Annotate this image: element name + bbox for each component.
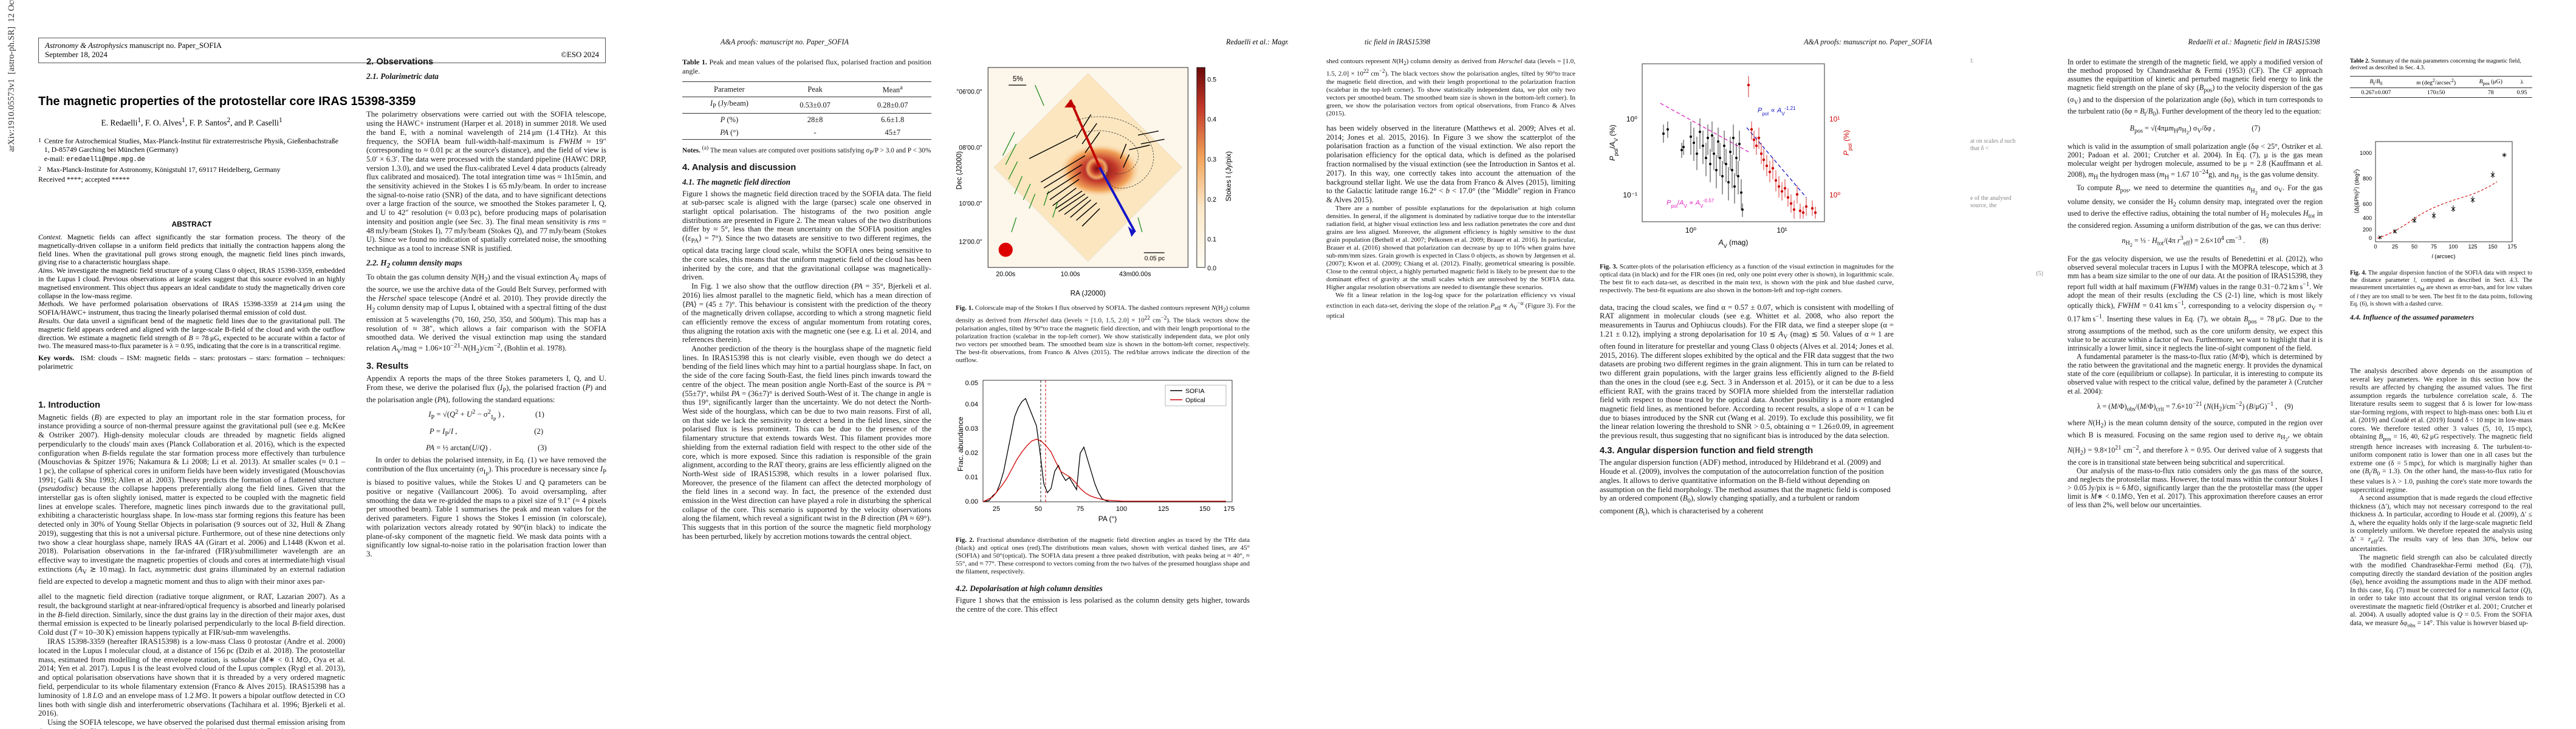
svg-text:125: 125 bbox=[1158, 505, 1169, 513]
svg-text:75: 75 bbox=[1077, 505, 1084, 513]
svg-text:0.02: 0.02 bbox=[965, 450, 978, 457]
svg-text:175: 175 bbox=[1224, 505, 1235, 513]
svg-text:0.00: 0.00 bbox=[965, 498, 978, 505]
svg-text:RA (J2000): RA (J2000) bbox=[1070, 290, 1106, 298]
svg-text:0.5: 0.5 bbox=[1207, 76, 1216, 83]
svg-text:43m00.00s: 43m00.00s bbox=[1119, 271, 1151, 278]
svg-text:⟨Δ(&Phi)2⟩ (deg2): ⟨Δ(&Phi)2⟩ (deg2) bbox=[2354, 169, 2361, 214]
svg-text:AV (mag): AV (mag) bbox=[1718, 238, 1749, 249]
svg-text:20.00s: 20.00s bbox=[996, 271, 1015, 278]
svg-text:100: 100 bbox=[2448, 244, 2458, 250]
svg-text:Stokes I (Jy/pix): Stokes I (Jy/pix) bbox=[1225, 151, 1233, 202]
svg-text:0: 0 bbox=[2369, 235, 2372, 241]
svg-text:0.2: 0.2 bbox=[1207, 196, 1216, 204]
svg-text:10.00s: 10.00s bbox=[1061, 271, 1080, 278]
svg-text:SOFIA: SOFIA bbox=[1185, 388, 1205, 395]
svg-text:400: 400 bbox=[2363, 215, 2372, 221]
svg-text:150: 150 bbox=[1199, 505, 1210, 513]
svg-text:75: 75 bbox=[2431, 244, 2437, 250]
svg-text:10¹: 10¹ bbox=[1776, 226, 1787, 234]
svg-text:0.05 pc: 0.05 pc bbox=[1145, 256, 1165, 262]
svg-text:0.05: 0.05 bbox=[965, 380, 978, 387]
svg-text:25: 25 bbox=[993, 505, 1000, 513]
svg-text:l (arcsec): l (arcsec) bbox=[2431, 253, 2455, 260]
svg-text:0.01: 0.01 bbox=[965, 474, 978, 481]
svg-text:PA (°): PA (°) bbox=[1098, 515, 1117, 523]
svg-text:150: 150 bbox=[2488, 244, 2497, 250]
svg-text:0.1: 0.1 bbox=[1207, 236, 1216, 244]
svg-text:Frac. abundance: Frac. abundance bbox=[956, 416, 965, 471]
svg-text:10⁰: 10⁰ bbox=[1829, 191, 1840, 199]
svg-text:Ppol (%): Ppol (%) bbox=[1842, 130, 1853, 156]
svg-text:10⁰: 10⁰ bbox=[1626, 115, 1637, 123]
svg-text:125: 125 bbox=[2468, 244, 2477, 250]
svg-text:0: 0 bbox=[2374, 244, 2377, 250]
svg-text:10'00.0": 10'00.0" bbox=[959, 200, 982, 208]
svg-text:-34°06'00.0": -34°06'00.0" bbox=[956, 89, 982, 96]
svg-text:200: 200 bbox=[2363, 227, 2372, 233]
svg-text:∗: ∗ bbox=[2501, 151, 2507, 159]
svg-text:Dec (J2000): Dec (J2000) bbox=[956, 151, 964, 190]
svg-text:600: 600 bbox=[2363, 201, 2372, 207]
svg-text:50: 50 bbox=[1035, 505, 1042, 513]
svg-text:10⁻¹: 10⁻¹ bbox=[1623, 191, 1637, 199]
svg-text:12'00.0": 12'00.0" bbox=[959, 238, 982, 245]
svg-text:0.04: 0.04 bbox=[965, 401, 978, 408]
svg-text:50: 50 bbox=[2411, 244, 2417, 250]
svg-text:0.0: 0.0 bbox=[1207, 265, 1216, 272]
svg-text:10¹: 10¹ bbox=[1829, 115, 1840, 123]
svg-text:10⁰: 10⁰ bbox=[1685, 226, 1696, 234]
svg-text:Optical: Optical bbox=[1185, 397, 1205, 404]
svg-text:0.3: 0.3 bbox=[1207, 156, 1216, 163]
svg-text:800: 800 bbox=[2363, 176, 2372, 182]
svg-text:100: 100 bbox=[1116, 505, 1127, 513]
svg-text:5%: 5% bbox=[1013, 75, 1023, 83]
svg-text:08'00.0": 08'00.0" bbox=[959, 145, 982, 152]
svg-text:Ppol/AV (%): Ppol/AV (%) bbox=[1608, 125, 1619, 160]
svg-text:25: 25 bbox=[2392, 244, 2398, 250]
svg-text:0.03: 0.03 bbox=[965, 425, 978, 433]
svg-text:0.4: 0.4 bbox=[1207, 116, 1216, 123]
svg-text:1000: 1000 bbox=[2360, 150, 2372, 156]
svg-text:175: 175 bbox=[2507, 244, 2516, 250]
